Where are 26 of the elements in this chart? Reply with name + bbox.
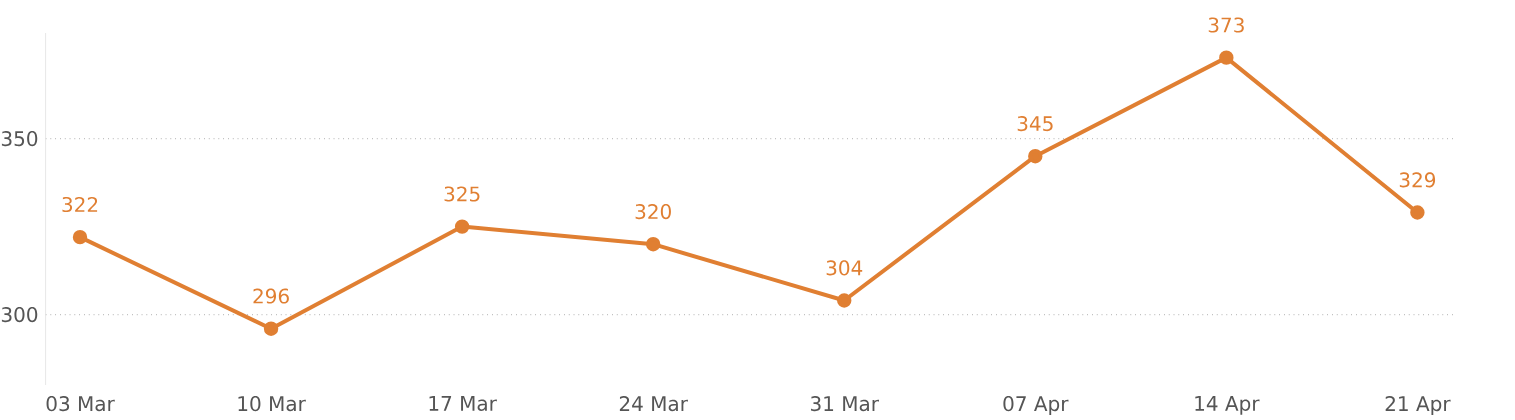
point (837, 293, 852, 308)
x-tick-label: 10 Mar (238, 396, 306, 412)
y-tick-label: 350 (1, 131, 38, 147)
data-label: 322 (62, 196, 98, 213)
point (645, 237, 661, 252)
x-tick-label: 31 Mar (811, 396, 879, 412)
data-label: 304 (826, 260, 863, 276)
x-tick-label: 24 Mar (619, 396, 688, 412)
data-label: 329 (1399, 172, 1436, 188)
point (72, 229, 88, 245)
point (1410, 205, 1425, 220)
x-tick-label: 07 Apr (1003, 396, 1069, 416)
x-tick-label: 21 Apr (1385, 396, 1451, 416)
data-label: 373 (1208, 17, 1244, 33)
data-label: 325 (444, 186, 480, 202)
point (263, 321, 279, 336)
data-label: 296 (253, 288, 289, 304)
x-tick-label: 17 Mar (429, 396, 497, 411)
y-tick-label: 300 (1, 307, 38, 323)
point (454, 219, 470, 234)
point (1219, 50, 1234, 65)
data-label: 320 (635, 203, 671, 220)
x-tick-label: 14 Apr (1195, 396, 1260, 415)
x-tick-label: 03 Mar (46, 396, 115, 412)
data-label: 345 (1017, 115, 1053, 132)
point (1028, 149, 1043, 164)
